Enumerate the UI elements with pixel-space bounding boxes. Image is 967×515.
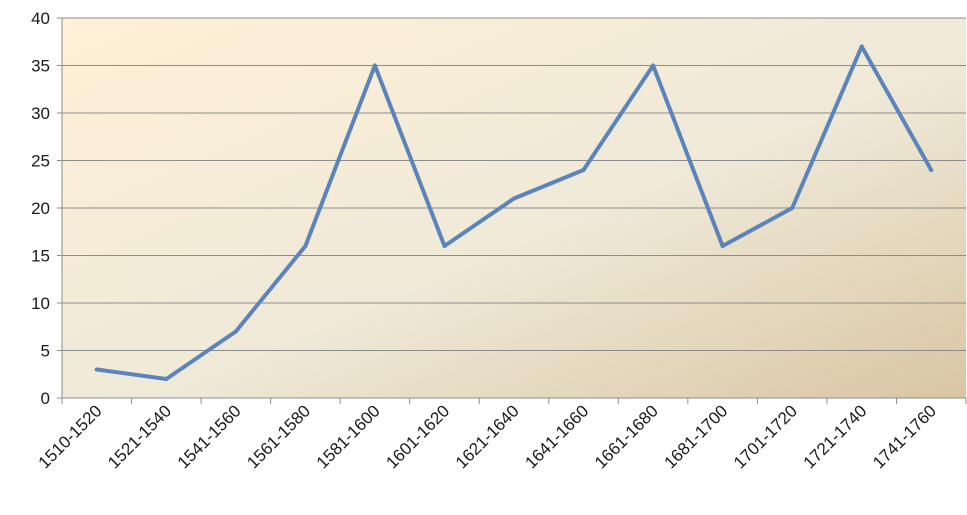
- x-tick-label: 1621-1640: [452, 401, 523, 472]
- x-tick-label: 1521-1540: [104, 401, 175, 472]
- x-tick-label: 1581-1600: [313, 401, 384, 472]
- x-tick-label: 1741-1760: [869, 401, 940, 472]
- y-tick-label: 30: [31, 104, 50, 123]
- data-point: [303, 244, 308, 248]
- data-point: [720, 244, 725, 248]
- y-tick-labels: 0 5 10 15 20 25 30 35 40: [31, 9, 50, 408]
- data-point: [372, 63, 377, 68]
- x-tick-label: 1601-1620: [382, 401, 453, 472]
- x-tick-labels: 1510-15201521-15401541-15601561-15801581…: [35, 401, 940, 472]
- y-tick-label: 35: [31, 57, 50, 76]
- y-tick-label: 15: [31, 247, 50, 266]
- y-tick-label: 20: [31, 199, 50, 218]
- x-tick-label: 1681-1700: [661, 401, 732, 472]
- x-tick-label: 1701-1720: [730, 401, 801, 472]
- x-tick-label: 1721-1740: [800, 401, 871, 472]
- y-tick-label: 40: [31, 9, 50, 28]
- y-tick-label: 25: [31, 152, 50, 171]
- data-point: [94, 367, 99, 372]
- series-layer: [94, 44, 934, 381]
- y-tick-label: 10: [31, 294, 50, 313]
- y-tick-label: 5: [41, 342, 50, 361]
- data-point: [651, 63, 656, 68]
- x-tick-label: 1541-1560: [174, 401, 245, 472]
- x-tick-label: 1510-1520: [35, 401, 106, 472]
- data-point: [581, 168, 586, 172]
- x-tick-label: 1661-1680: [591, 401, 662, 472]
- data-point: [442, 244, 447, 248]
- data-point: [929, 168, 934, 172]
- y-tick-label: 0: [41, 389, 50, 408]
- data-point: [164, 377, 169, 381]
- x-tick-label: 1561-1580: [243, 401, 314, 472]
- data-point: [790, 206, 795, 210]
- data-point: [512, 196, 516, 201]
- grid-lines: [62, 17, 966, 351]
- x-tick-label: 1641-1660: [521, 401, 592, 472]
- data-point: [233, 329, 238, 334]
- axes: [57, 17, 967, 404]
- data-point: [859, 44, 864, 49]
